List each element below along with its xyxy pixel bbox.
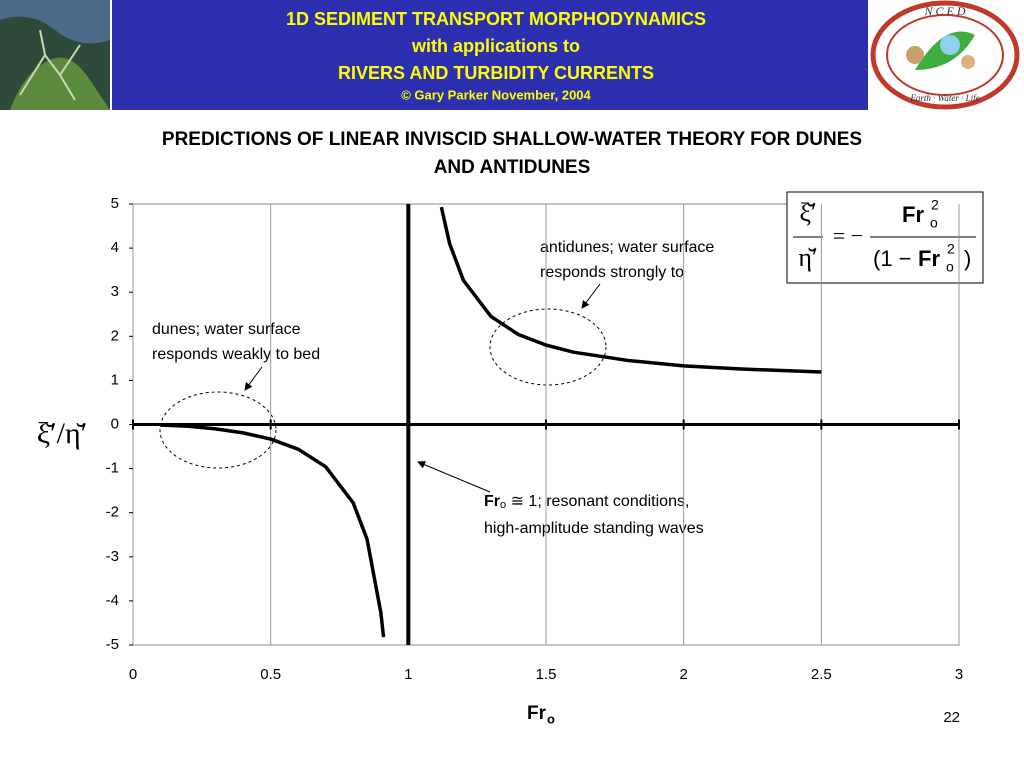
formula-part: 2 (931, 197, 939, 213)
x-label-main: Fr (527, 703, 547, 724)
formula-part: o (930, 215, 938, 231)
logo-ball (961, 55, 975, 69)
formula-part: = − (833, 223, 863, 248)
annotation-arrow (244, 366, 263, 391)
y-tick-label: -5 (106, 636, 119, 653)
formula-part: o (946, 259, 954, 275)
highlight-ellipse (159, 391, 277, 469)
annotation: dunes; water surface (152, 321, 301, 338)
y-tick-label: -2 (106, 504, 119, 521)
x-tick-label: 3 (955, 666, 963, 683)
y-tick-label: -3 (106, 548, 119, 565)
annotation-arrow (581, 283, 601, 309)
header-line: RIVERS AND TURBIDITY CURRENTS (338, 63, 654, 83)
page-number: 22 (943, 709, 960, 726)
formula-part: Fr (902, 202, 924, 227)
formula-part: (1 − (873, 246, 912, 271)
x-tick-label: 0.5 (260, 666, 281, 683)
x-tick-label: 1.5 (536, 666, 557, 683)
logo-text: N C E D (923, 4, 965, 18)
satellite-water (0, 0, 110, 44)
logo-ball (906, 46, 924, 64)
annotation-sub: o (500, 499, 506, 511)
annotation: responds weakly to bed (152, 346, 320, 363)
formula-part: Fr (918, 246, 940, 271)
logo-ball (940, 35, 960, 55)
y-tick-label: 2 (111, 327, 119, 344)
satellite-channels (19, 29, 81, 101)
chart-title: PREDICTIONS OF LINEAR INVISCID SHALLOW-W… (162, 129, 862, 150)
annotation: high-amplitude standing waves (484, 520, 704, 537)
highlight-ellipse (489, 308, 607, 386)
logo-text: Earth · Water · Life (909, 93, 979, 103)
y-tick-label: -1 (106, 460, 119, 477)
y-tick-label: 0 (111, 415, 119, 432)
data-line (160, 206, 822, 638)
annotation: antidunes; water surface (540, 239, 714, 256)
annotation: responds strongly to (540, 264, 684, 281)
annotation-arrow (417, 461, 491, 493)
chart-title: AND ANTIDUNES (434, 157, 591, 178)
header-band (112, 0, 868, 110)
x-tick-label: 0 (129, 666, 137, 683)
y-tick-label: 5 (111, 195, 119, 212)
annotation-rest: ≅ 1; resonant conditions, (506, 493, 689, 510)
y-tick-label: -4 (106, 592, 119, 609)
header-line: 1D SEDIMENT TRANSPORT MORPHODYNAMICS (286, 9, 706, 29)
x-tick-label: 2.5 (811, 666, 832, 683)
formula-part: ξ̆′ (799, 198, 816, 227)
y-tick-label: 3 (111, 283, 119, 300)
annotation-fr: Fr (484, 493, 500, 510)
x-axis-label: Fr (527, 703, 547, 724)
annotation: Fro ≅ 1; resonant conditions, (484, 493, 689, 511)
formula-part: 2 (947, 241, 955, 257)
copyright: © Gary Parker November, 2004 (401, 87, 591, 102)
y-tick-label: 4 (111, 239, 119, 256)
x-tick-label: 1 (404, 666, 412, 683)
header-line: with applications to (411, 36, 580, 56)
formula-part: ) (964, 246, 971, 271)
y-axis-label: ξ̆′/η̆′ (37, 417, 88, 450)
x-axis-label-sub: o (547, 711, 555, 726)
x-tick-label: 2 (679, 666, 687, 683)
formula-part: η̆′ (798, 243, 817, 272)
y-tick-label: 1 (111, 371, 119, 388)
